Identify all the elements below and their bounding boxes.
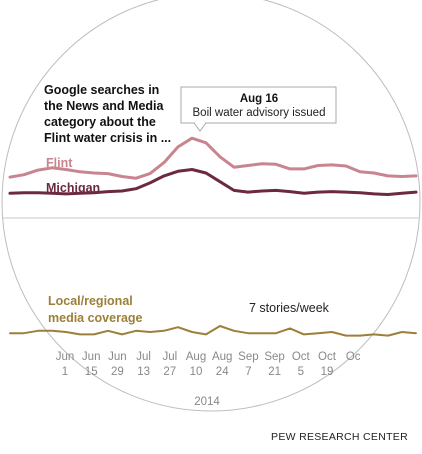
series-line-flint	[8, 136, 418, 180]
chart-title-line-2: the News and Media	[44, 99, 165, 113]
x-tick-day: 7	[245, 366, 251, 378]
x-tick-day: 21	[268, 366, 281, 378]
source-label: PEW RESEARCH CENTER	[271, 431, 408, 443]
x-tick-day: 29	[111, 366, 124, 378]
x-tick-month: Jun	[56, 351, 75, 363]
x-tick-month: Sep	[264, 351, 284, 363]
chart-title-line-3: category about the	[44, 115, 156, 129]
x-tick-month: Aug	[212, 351, 232, 363]
legend-flint: Flint	[46, 156, 73, 170]
x-year-label: 2014	[194, 396, 220, 408]
callout-box	[180, 86, 337, 124]
chart-title: Google searches in the News and Media ca…	[44, 83, 171, 145]
series-line-michigan	[8, 168, 418, 196]
media-annotation: 7 stories/week	[249, 301, 330, 315]
callout-date: Aug 16	[240, 93, 278, 105]
x-tick-day: 24	[216, 366, 229, 378]
chart-title-line-4: Flint water crisis in ...	[44, 131, 171, 145]
legend-michigan: Michigan	[46, 181, 100, 195]
x-tick-month: Aug	[186, 351, 206, 363]
x-tick-day: 5	[298, 366, 304, 378]
x-tick-month: Oct	[292, 351, 311, 363]
x-tick-month: Oct	[318, 351, 337, 363]
x-axis-ticks: Jun 1 Jun 15 Jun 29 Jul 13 Jul 27 Aug 10 Aug 24 Sep 7 Se…	[56, 351, 361, 378]
x-tick-day: 10	[190, 366, 203, 378]
x-tick-day: 19	[321, 366, 334, 378]
x-tick-day: 15	[85, 366, 98, 378]
series-line-media	[9, 325, 417, 337]
x-tick-month: Jun	[82, 351, 101, 363]
callout-pointer	[193, 122, 207, 132]
x-tick-day: 13	[137, 366, 150, 378]
frame-circle	[1, 0, 421, 412]
legend-media-line-2: media coverage	[48, 311, 143, 325]
legend-media-line-1: Local/regional	[48, 294, 133, 308]
x-tick-month: Jul	[136, 351, 151, 363]
chart-title-line-1: Google searches in	[44, 83, 159, 97]
callout: Aug 16 Boil water advisory issued	[180, 86, 337, 132]
x-tick-month: Sep	[238, 351, 258, 363]
x-tick-day: 1	[62, 366, 68, 378]
x-tick-day: 27	[163, 366, 176, 378]
x-tick-month: Oc	[346, 351, 361, 363]
x-tick-month: Jul	[162, 351, 177, 363]
callout-text: Boil water advisory issued	[193, 107, 326, 119]
x-tick-month: Jun	[108, 351, 127, 363]
